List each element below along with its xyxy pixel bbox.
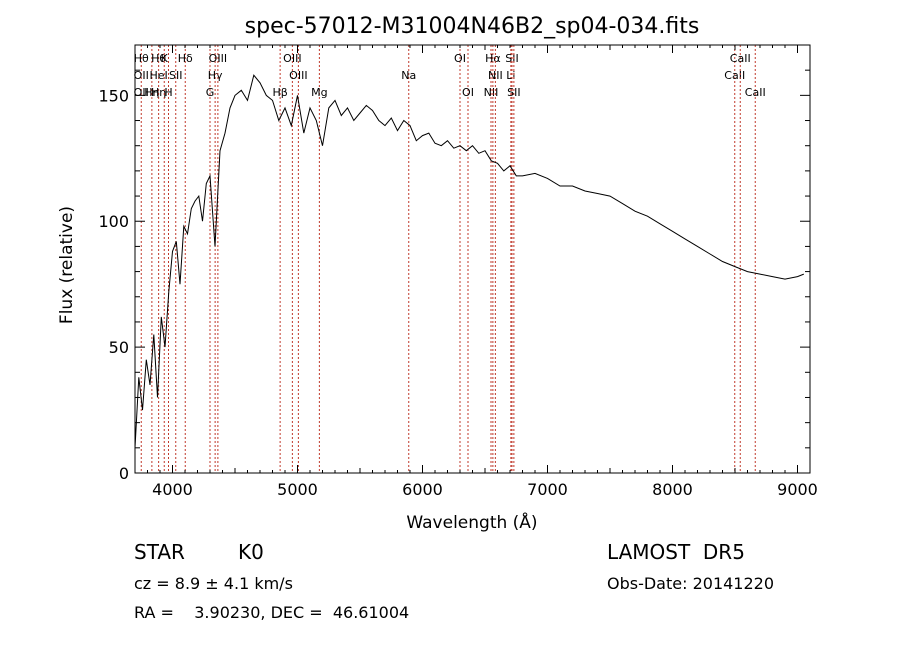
x-tick-label: 4000 bbox=[152, 480, 193, 499]
spectral-line-label: Mg bbox=[311, 86, 327, 99]
spectral-line-label: OIII bbox=[289, 69, 307, 82]
chart-title: spec-57012-M31004N46B2_sp04-034.fits bbox=[245, 14, 700, 39]
spectral-line-label: OI bbox=[462, 86, 474, 99]
x-tick-label: 9000 bbox=[777, 480, 818, 499]
x-tick-label: 5000 bbox=[277, 480, 318, 499]
spectral-line-label: Hγ bbox=[208, 69, 223, 82]
spectral-line-label: Li bbox=[506, 69, 515, 82]
spectral-line-label: H bbox=[164, 86, 172, 99]
coordinates-readout: RA = 3.90230, DEC = 46.61004 bbox=[134, 603, 410, 622]
x-tick-label: 7000 bbox=[527, 480, 568, 499]
y-tick-label: 100 bbox=[98, 212, 129, 231]
x-tick-label: 6000 bbox=[402, 480, 443, 499]
spectral-line-label: Hθ bbox=[151, 52, 166, 65]
spectral-line-label: CaII bbox=[724, 69, 745, 82]
class-label: STAR bbox=[134, 540, 185, 564]
spectral-line-label: NII bbox=[488, 69, 503, 82]
y-tick-label: 150 bbox=[98, 86, 129, 105]
spectrum-line bbox=[134, 74, 804, 448]
spectral-line-label: Hη bbox=[151, 86, 166, 99]
spectral-line-label: NII bbox=[484, 86, 499, 99]
spectral-line-label: Hθ bbox=[134, 52, 149, 65]
obs-date-readout: Obs-Date: 20141220 bbox=[607, 574, 775, 593]
spectral-line-label: Hβ bbox=[272, 86, 287, 99]
spectral-line-label: SII bbox=[169, 69, 182, 82]
spectral-line-label: SII bbox=[505, 52, 518, 65]
spectral-line-label: Hη bbox=[144, 86, 159, 99]
cz-readout: cz = 8.9 ± 4.1 km/s bbox=[134, 574, 293, 593]
spectral-line-label: Hδ bbox=[178, 52, 193, 65]
spectral-line-label: G bbox=[206, 86, 215, 99]
survey-label: LAMOST DR5 bbox=[607, 540, 745, 564]
spectral-line-label: OIII bbox=[283, 52, 301, 65]
y-tick-label: 0 bbox=[119, 464, 129, 483]
spectral-line-label: CaII bbox=[745, 86, 766, 99]
spectral-line-label: CaII bbox=[730, 52, 751, 65]
spectral-line-label: K bbox=[161, 52, 169, 65]
spectral-line-label: OIII bbox=[209, 52, 227, 65]
plot-frame bbox=[134, 44, 811, 474]
subclass-label: K0 bbox=[238, 540, 264, 564]
spectral-line-label: OI bbox=[454, 52, 466, 65]
x-axis-label: Wavelength (Å) bbox=[406, 511, 537, 533]
y-tick-label: 50 bbox=[109, 338, 129, 357]
axis-ticks: 4000 5000 6000 7000 8000 9000 0 50 100 150 bbox=[98, 45, 818, 499]
spectral-line-label: Na bbox=[401, 69, 416, 82]
x-tick-label: 8000 bbox=[652, 480, 693, 499]
spectral-line-markers: HθOIIOIIHηHθHeIHηKHSIIHδGHγOIIIHβOIIIOII… bbox=[134, 45, 766, 473]
y-axis-label: Flux (relative) bbox=[57, 206, 77, 324]
spectral-line-label: SII bbox=[507, 86, 520, 99]
spectral-line-label: OII bbox=[134, 69, 149, 82]
spectral-line-label: Hα bbox=[485, 52, 501, 65]
spectral-line-label: HeI bbox=[149, 69, 167, 82]
